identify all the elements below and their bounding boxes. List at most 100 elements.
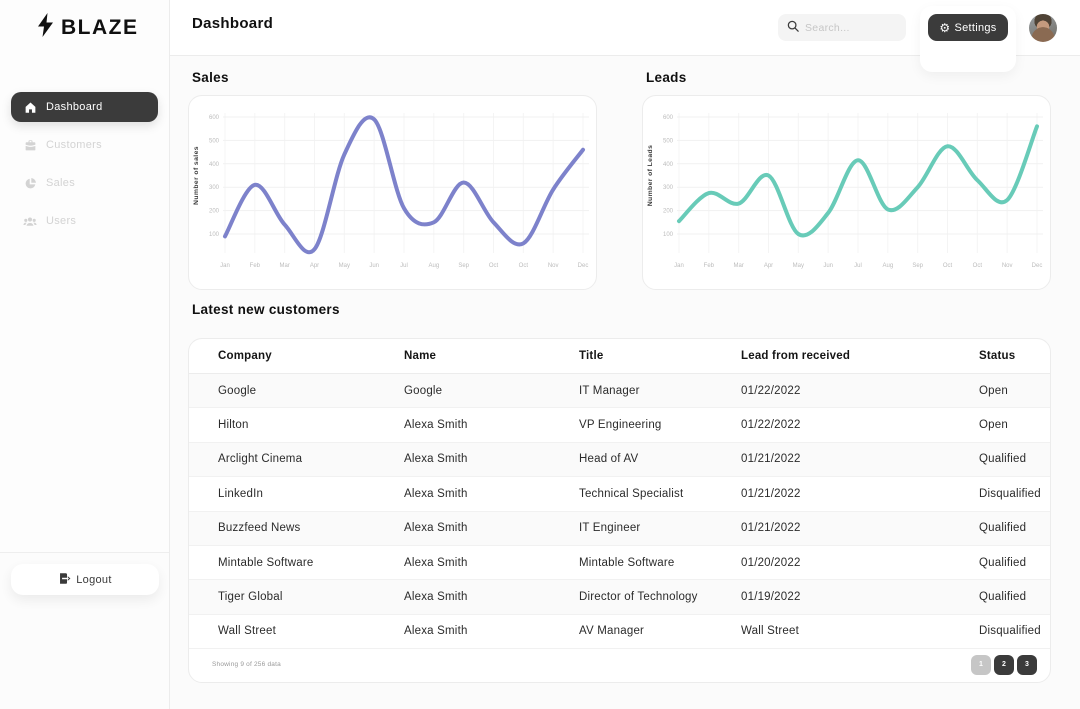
sidebar-item-label: Sales [46, 177, 76, 189]
cell-lead: 01/22/2022 [741, 384, 801, 397]
cell-lead: 01/21/2022 [741, 453, 801, 466]
users-icon [23, 214, 37, 228]
table-row[interactable]: Arclight Cinema Alexa Smith Head of AV 0… [189, 442, 1050, 478]
cell-title: Technical Specialist [579, 487, 684, 500]
cell-company: Buzzfeed News [218, 522, 301, 535]
svg-text:Sep: Sep [458, 263, 469, 269]
briefcase-icon [23, 138, 37, 152]
svg-text:Oct: Oct [943, 263, 953, 269]
sidebar-item-label: Users [46, 215, 77, 227]
svg-text:Jul: Jul [400, 263, 408, 269]
page-button-2[interactable]: 2 [994, 654, 1014, 675]
cell-name: Alexa Smith [404, 522, 468, 535]
svg-text:Mar: Mar [733, 263, 743, 269]
user-avatar[interactable] [1029, 14, 1057, 42]
cell-name: Alexa Smith [404, 487, 468, 500]
sidebar-item-label: Customers [46, 139, 102, 151]
brand-name: BLAZE [61, 15, 139, 39]
table-row[interactable]: Buzzfeed News Alexa Smith IT Engineer 01… [189, 511, 1050, 546]
cell-name: Google [404, 384, 443, 397]
cell-lead: 01/21/2022 [741, 487, 801, 500]
svg-text:400: 400 [663, 162, 674, 168]
logout-label: Logout [76, 573, 112, 586]
logout-button[interactable]: Logout [11, 564, 159, 595]
svg-text:Aug: Aug [882, 263, 893, 269]
sidebar-item-sales[interactable]: Sales [11, 168, 158, 198]
svg-text:Oct: Oct [519, 263, 529, 269]
lightning-bolt-icon [37, 13, 54, 42]
sales-section-title: Sales [192, 70, 229, 85]
column-header-name: Name [404, 350, 437, 362]
svg-text:400: 400 [209, 162, 220, 168]
cell-company: Arclight Cinema [218, 453, 303, 466]
logout-icon [58, 572, 71, 588]
sidebar: BLAZE Dashboard Customers Sales Users [0, 0, 170, 709]
svg-text:Jan: Jan [674, 263, 684, 269]
sidebar-footer: Logout [0, 552, 169, 709]
cell-title: Mintable Software [579, 556, 675, 569]
settings-label: Settings [954, 21, 997, 34]
sidebar-item-label: Dashboard [46, 101, 103, 113]
svg-text:500: 500 [209, 138, 220, 144]
home-icon [23, 100, 37, 114]
sidebar-item-customers[interactable]: Customers [11, 130, 158, 160]
cell-status: Disqualified [979, 625, 1041, 638]
svg-text:Dec: Dec [1032, 263, 1043, 269]
cell-name: Alexa Smith [404, 625, 468, 638]
cell-status: Qualified [979, 591, 1027, 604]
leads-chart-card: 100 200 300 400 500 600 Jan Feb Mar Apr May Jun Jul A… [642, 95, 1051, 290]
sales-chart-card: 100 200 300 400 500 600 Jan Feb Mar Apr May Jun Jul A… [188, 95, 597, 290]
cell-name: Alexa Smith [404, 453, 468, 466]
cell-name: Alexa Smith [404, 556, 468, 569]
customers-table: Company Name Title Lead from received St… [188, 338, 1051, 683]
table-row[interactable]: Hilton Alexa Smith VP Engineering 01/22/… [189, 408, 1050, 443]
cell-status: Qualified [979, 522, 1027, 535]
sidebar-item-dashboard[interactable]: Dashboard [11, 92, 158, 122]
table-row[interactable]: Wall Street Alexa Smith AV Manager Wall … [189, 615, 1050, 650]
svg-text:Aug: Aug [428, 263, 439, 269]
svg-text:600: 600 [663, 115, 674, 121]
svg-text:500: 500 [663, 138, 674, 144]
svg-text:Feb: Feb [250, 263, 261, 269]
table-row[interactable]: LinkedIn Alexa Smith Technical Specialis… [189, 477, 1050, 512]
svg-text:May: May [793, 263, 804, 269]
search-icon [787, 19, 799, 37]
cell-name: Alexa Smith [404, 591, 468, 604]
cell-title: AV Manager [579, 625, 645, 638]
column-header-lead: Lead from received [741, 350, 851, 362]
svg-text:Oct: Oct [489, 263, 499, 269]
svg-text:Number of Leads: Number of Leads [647, 145, 654, 207]
pie-chart-icon [23, 176, 37, 190]
svg-text:Jul: Jul [854, 263, 862, 269]
svg-text:300: 300 [663, 185, 674, 191]
leads-line-chart: 100 200 300 400 500 600 Jan Feb Mar Apr May Jun Jul A… [647, 113, 1043, 269]
page-button-1[interactable]: 1 [971, 654, 991, 675]
search-box[interactable] [778, 14, 906, 41]
cell-company: Mintable Software [218, 556, 314, 569]
table-row[interactable]: Mintable Software Alexa Smith Mintable S… [189, 546, 1050, 581]
table-row[interactable]: Google Google IT Manager 01/22/2022 Open [189, 374, 1050, 409]
sidebar-item-users[interactable]: Users [11, 206, 158, 236]
page-title: Dashboard [192, 15, 274, 32]
cell-title: IT Engineer [579, 522, 641, 535]
main-content: Sales Leads 100 200 300 400 500 600 Jan Feb Mar A… [170, 56, 1080, 709]
table-row[interactable]: Tiger Global Alexa Smith Director of Tec… [189, 580, 1050, 615]
svg-text:Nov: Nov [1002, 263, 1013, 269]
svg-text:100: 100 [209, 232, 220, 238]
column-header-title: Title [579, 350, 604, 362]
cell-company: Wall Street [218, 625, 277, 638]
svg-text:Nov: Nov [548, 263, 559, 269]
cell-lead: 01/20/2022 [741, 556, 801, 569]
cell-status: Qualified [979, 556, 1027, 569]
settings-button[interactable]: ⚙ Settings [928, 14, 1008, 41]
search-input[interactable] [805, 21, 897, 34]
sales-line-chart: 100 200 300 400 500 600 Jan Feb Mar Apr May Jun Jul A… [193, 113, 589, 269]
cell-lead: 01/21/2022 [741, 522, 801, 535]
table-body: Google Google IT Manager 01/22/2022 Open… [189, 374, 1050, 650]
svg-text:300: 300 [209, 185, 220, 191]
cell-company: Tiger Global [218, 591, 283, 604]
page-button-3[interactable]: 3 [1017, 654, 1037, 675]
cell-name: Alexa Smith [404, 419, 468, 432]
